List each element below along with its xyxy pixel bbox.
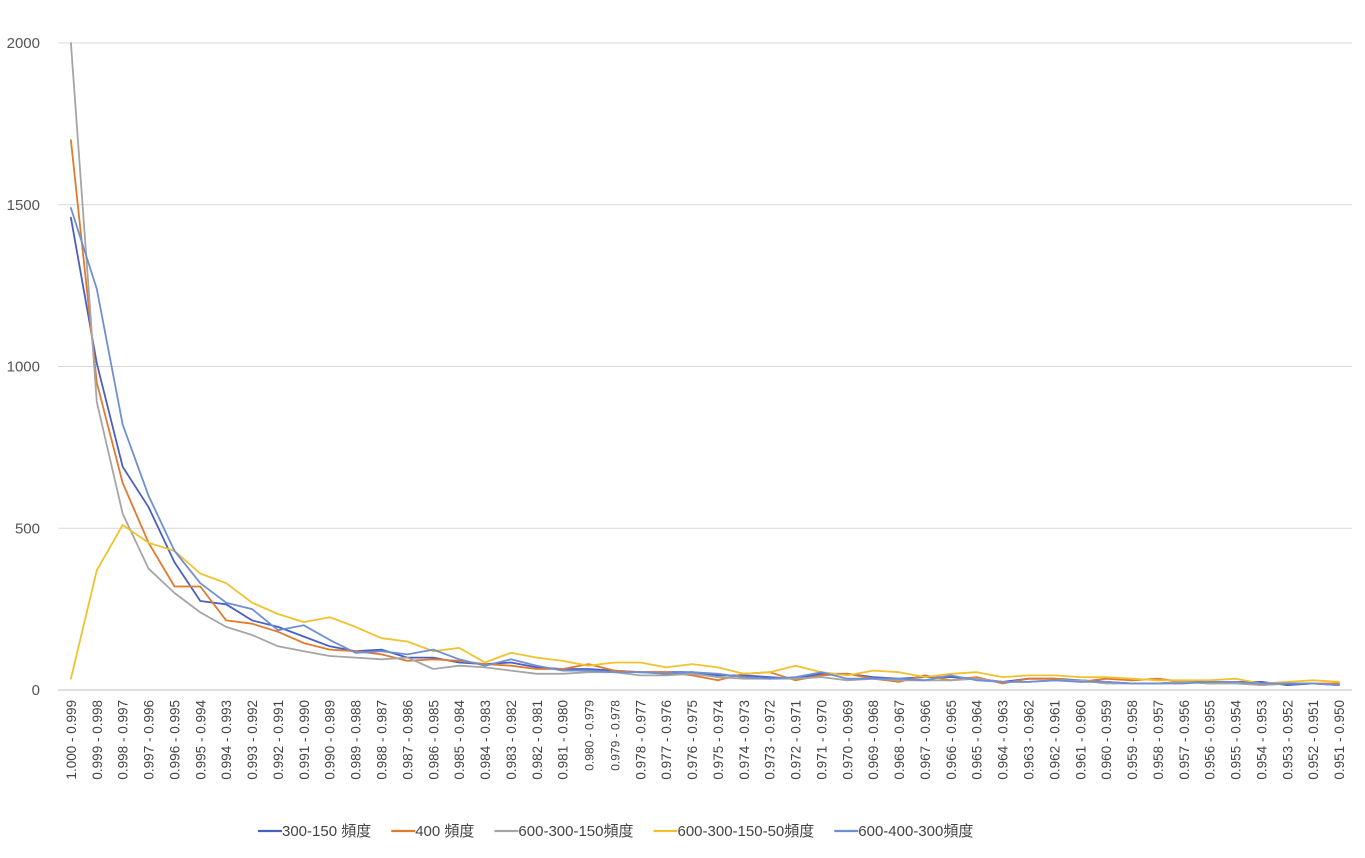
x-tick-label: 0.997 - 0.996 xyxy=(142,700,157,780)
x-tick-label: 0.984 - 0.983 xyxy=(478,700,493,780)
x-tick-label: 0.976 - 0.975 xyxy=(685,700,700,780)
x-tick-label: 0.956 - 0.955 xyxy=(1203,700,1218,780)
x-tick-label: 0.953 - 0.952 xyxy=(1280,700,1295,780)
x-tick-label: 0.994 - 0.993 xyxy=(219,700,234,780)
x-tick-label: 0.991 - 0.990 xyxy=(297,700,312,780)
x-tick-label: 0.951 - 0.950 xyxy=(1332,700,1347,780)
x-tick-label: 0.999 - 0.998 xyxy=(90,700,105,780)
series-line-4 xyxy=(70,524,1340,685)
x-tick-label: 0.958 - 0.957 xyxy=(1151,700,1166,780)
series-line-2 xyxy=(70,139,1340,686)
x-tick-label: 0.992 - 0.991 xyxy=(271,700,286,780)
x-tick-label: 0.986 - 0.985 xyxy=(426,700,441,780)
legend-item-2: 400 頻度 xyxy=(391,823,474,840)
x-tick-label: 0.954 - 0.953 xyxy=(1254,700,1269,780)
y-tick-label: 500 xyxy=(15,520,40,537)
x-tick-label: 0.996 - 0.995 xyxy=(167,700,182,780)
legend: 300-150 頻度 400 頻度 600-300-150頻度 600-300-150… xyxy=(258,823,973,840)
series-lines xyxy=(70,42,1340,686)
x-tick-label: 0.998 - 0.997 xyxy=(116,700,131,780)
legend-item-4: 600-300-150-50頻度 xyxy=(653,823,815,840)
y-tick-label: 1000 xyxy=(7,359,40,376)
x-tick-label: 0.959 - 0.958 xyxy=(1125,700,1140,780)
legend-label: 300-150 頻度 xyxy=(282,823,371,840)
x-tick-label: 0.979 - 0.978 xyxy=(608,700,622,771)
x-tick-label: 0.982 - 0.981 xyxy=(530,700,545,780)
x-tick-label: 0.977 - 0.976 xyxy=(659,700,674,780)
x-tick-label: 0.955 - 0.954 xyxy=(1229,700,1244,780)
y-tick-label: 0 xyxy=(32,682,40,699)
x-tick-label: 0.962 - 0.961 xyxy=(1047,700,1062,780)
series-line-5 xyxy=(70,207,1340,686)
legend-label: 600-400-300頻度 xyxy=(858,823,973,840)
x-tick-label: 0.963 - 0.962 xyxy=(1022,700,1037,780)
x-tick-label: 0.981 - 0.980 xyxy=(556,700,571,780)
y-tick-label: 1500 xyxy=(7,197,40,214)
x-tick-label: 1.000 - 0.999 xyxy=(64,700,79,780)
x-tick-label: 0.967 - 0.966 xyxy=(918,700,933,780)
x-tick-label: 0.957 - 0.956 xyxy=(1177,700,1192,780)
x-tick-label: 0.969 - 0.968 xyxy=(866,700,881,780)
x-tick-label: 0.978 - 0.977 xyxy=(633,700,648,780)
x-tick-label: 0.980 - 0.979 xyxy=(583,700,597,771)
y-axis: 0 500 1000 1500 2000 xyxy=(7,35,40,699)
x-tick-label: 0.952 - 0.951 xyxy=(1306,700,1321,780)
x-tick-label: 0.971 - 0.970 xyxy=(814,700,829,780)
legend-label: 600-300-150-50頻度 xyxy=(678,823,815,840)
x-tick-label: 0.995 - 0.994 xyxy=(193,700,208,780)
series-line-1 xyxy=(70,216,1340,686)
x-tick-label: 0.985 - 0.984 xyxy=(452,700,467,780)
x-tick-label: 0.965 - 0.964 xyxy=(970,700,985,780)
legend-item-5: 600-400-300頻度 xyxy=(834,823,973,840)
y-tick-label: 2000 xyxy=(7,35,40,52)
x-tick-label: 0.990 - 0.989 xyxy=(323,700,338,780)
x-tick-label: 0.968 - 0.967 xyxy=(892,700,907,780)
legend-label: 600-300-150頻度 xyxy=(518,823,633,840)
x-tick-label: 0.964 - 0.963 xyxy=(996,700,1011,780)
x-tick-label: 0.966 - 0.965 xyxy=(944,700,959,780)
x-tick-label: 0.975 - 0.974 xyxy=(711,700,726,780)
legend-item-1: 300-150 頻度 xyxy=(258,823,371,840)
x-tick-label: 0.989 - 0.988 xyxy=(349,700,364,780)
x-tick-label: 0.983 - 0.982 xyxy=(504,700,519,780)
x-tick-label: 0.961 - 0.960 xyxy=(1073,700,1088,780)
x-tick-label: 0.987 - 0.986 xyxy=(400,700,415,780)
x-tick-label: 0.973 - 0.972 xyxy=(763,700,778,780)
x-tick-label: 0.993 - 0.992 xyxy=(245,700,260,780)
x-tick-label: 0.970 - 0.969 xyxy=(840,700,855,780)
x-axis: 1.000 - 0.999 0.999 - 0.998 0.998 - 0.997 0… xyxy=(64,700,1347,780)
legend-item-3: 600-300-150頻度 xyxy=(494,823,634,840)
x-tick-label: 0.974 - 0.973 xyxy=(737,700,752,780)
series-line-3 xyxy=(70,42,1340,686)
legend-label: 400 頻度 xyxy=(415,823,474,840)
x-tick-label: 0.988 - 0.987 xyxy=(375,700,390,780)
gridlines xyxy=(58,42,1352,691)
x-tick-label: 0.960 - 0.959 xyxy=(1099,700,1114,780)
x-tick-label: 0.972 - 0.971 xyxy=(789,700,804,780)
